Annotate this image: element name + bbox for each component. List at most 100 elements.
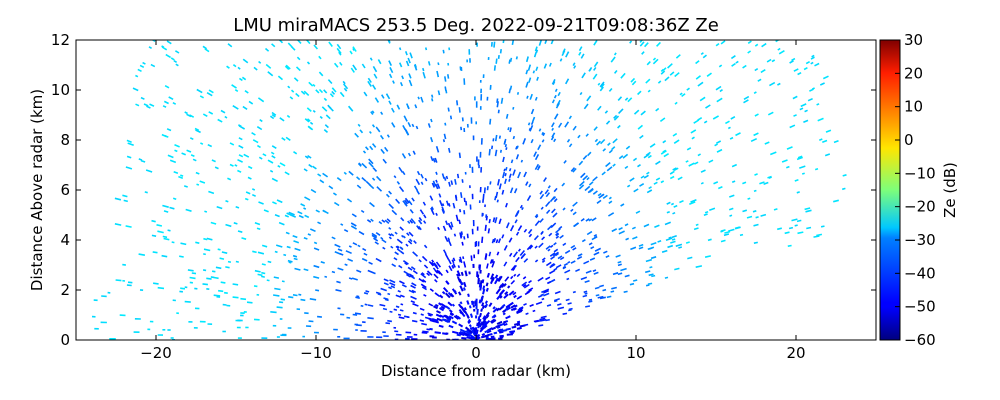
reflectivity-gate bbox=[533, 151, 538, 157]
reflectivity-gate bbox=[510, 275, 514, 280]
reflectivity-gate bbox=[269, 169, 274, 173]
colorbar-tick-label: −40 bbox=[904, 264, 936, 282]
reflectivity-gate bbox=[655, 160, 661, 165]
reflectivity-gate bbox=[412, 302, 417, 306]
reflectivity-field bbox=[91, 40, 847, 340]
reflectivity-gate bbox=[600, 83, 605, 89]
reflectivity-gate bbox=[445, 305, 451, 310]
reflectivity-gate bbox=[550, 40, 554, 45]
reflectivity-gate bbox=[342, 83, 349, 90]
reflectivity-gate bbox=[509, 127, 512, 133]
reflectivity-gate bbox=[509, 57, 513, 62]
reflectivity-gate bbox=[678, 246, 683, 249]
reflectivity-gate bbox=[420, 283, 427, 289]
colorbar-tick-label: 0 bbox=[904, 131, 914, 149]
reflectivity-gate bbox=[419, 209, 425, 215]
reflectivity-gate bbox=[497, 238, 502, 244]
reflectivity-gate bbox=[793, 68, 799, 72]
reflectivity-gate bbox=[295, 66, 301, 72]
reflectivity-gate bbox=[480, 319, 486, 326]
reflectivity-gate bbox=[224, 115, 228, 119]
reflectivity-gate bbox=[437, 226, 440, 231]
reflectivity-gate bbox=[611, 228, 618, 233]
reflectivity-gate bbox=[315, 89, 320, 94]
reflectivity-gate bbox=[399, 280, 405, 285]
reflectivity-gate bbox=[695, 75, 701, 80]
reflectivity-gate bbox=[451, 330, 459, 335]
reflectivity-gate bbox=[460, 192, 463, 199]
reflectivity-gate bbox=[352, 46, 357, 52]
reflectivity-gate bbox=[551, 79, 556, 85]
reflectivity-gate bbox=[372, 271, 376, 275]
reflectivity-gate bbox=[418, 219, 423, 225]
reflectivity-gate bbox=[347, 105, 354, 112]
reflectivity-gate bbox=[791, 57, 796, 62]
reflectivity-gate bbox=[166, 40, 172, 45]
reflectivity-gate bbox=[754, 68, 759, 72]
reflectivity-gate bbox=[440, 305, 446, 310]
colorbar-tick-label: −20 bbox=[904, 198, 936, 216]
reflectivity-gate bbox=[804, 207, 811, 211]
reflectivity-gate bbox=[693, 227, 699, 231]
reflectivity-gate bbox=[519, 249, 526, 257]
reflectivity-gate bbox=[538, 242, 544, 248]
reflectivity-gate bbox=[189, 276, 196, 280]
reflectivity-gate bbox=[220, 281, 226, 284]
reflectivity-gate bbox=[841, 187, 846, 191]
reflectivity-gate bbox=[436, 183, 441, 189]
reflectivity-gate bbox=[809, 88, 814, 92]
reflectivity-gate bbox=[624, 97, 629, 101]
reflectivity-gate bbox=[340, 223, 344, 226]
reflectivity-gate bbox=[825, 129, 832, 133]
reflectivity-gate bbox=[391, 263, 397, 268]
reflectivity-gate bbox=[581, 72, 586, 79]
reflectivity-gate bbox=[602, 194, 608, 200]
reflectivity-gate bbox=[232, 105, 239, 110]
reflectivity-gate bbox=[372, 167, 378, 172]
reflectivity-gate bbox=[482, 193, 485, 200]
reflectivity-gate bbox=[401, 75, 405, 80]
reflectivity-gate bbox=[451, 259, 455, 264]
reflectivity-gate bbox=[375, 126, 381, 133]
reflectivity-gate bbox=[395, 198, 401, 205]
reflectivity-gate bbox=[368, 158, 374, 165]
reflectivity-gate bbox=[445, 269, 449, 274]
reflectivity-gate bbox=[723, 233, 730, 237]
reflectivity-gate bbox=[439, 200, 443, 207]
reflectivity-gate bbox=[251, 132, 256, 136]
reflectivity-gate bbox=[447, 74, 450, 79]
reflectivity-gate bbox=[602, 288, 607, 292]
reflectivity-gate bbox=[537, 294, 543, 298]
reflectivity-gate bbox=[448, 203, 451, 207]
reflectivity-gate bbox=[215, 266, 222, 270]
reflectivity-gate bbox=[456, 276, 462, 283]
reflectivity-gate bbox=[647, 89, 651, 93]
reflectivity-gate bbox=[404, 262, 408, 266]
reflectivity-gate bbox=[597, 105, 602, 111]
reflectivity-gate bbox=[411, 289, 417, 294]
reflectivity-gate bbox=[381, 94, 385, 99]
reflectivity-gate bbox=[601, 171, 606, 176]
reflectivity-gate bbox=[485, 282, 489, 287]
reflectivity-gate bbox=[285, 136, 291, 141]
reflectivity-gate bbox=[800, 103, 807, 108]
reflectivity-gate bbox=[368, 161, 374, 168]
reflectivity-gate bbox=[484, 319, 491, 326]
reflectivity-gate bbox=[754, 43, 759, 47]
reflectivity-gate bbox=[248, 100, 254, 105]
reflectivity-gate bbox=[405, 60, 410, 67]
reflectivity-gate bbox=[640, 110, 646, 116]
reflectivity-gate bbox=[444, 122, 447, 126]
reflectivity-gate bbox=[243, 153, 250, 158]
reflectivity-gate bbox=[286, 114, 291, 119]
reflectivity-gate bbox=[443, 176, 447, 181]
reflectivity-gate bbox=[389, 282, 396, 287]
reflectivity-gate bbox=[715, 42, 720, 47]
colorbar-label: Ze (dB) bbox=[941, 162, 959, 218]
reflectivity-gate bbox=[537, 144, 542, 151]
reflectivity-gate bbox=[403, 270, 410, 276]
reflectivity-gate bbox=[184, 300, 191, 303]
reflectivity-gate bbox=[508, 168, 512, 172]
reflectivity-gate bbox=[625, 145, 631, 150]
reflectivity-gate bbox=[232, 64, 237, 68]
